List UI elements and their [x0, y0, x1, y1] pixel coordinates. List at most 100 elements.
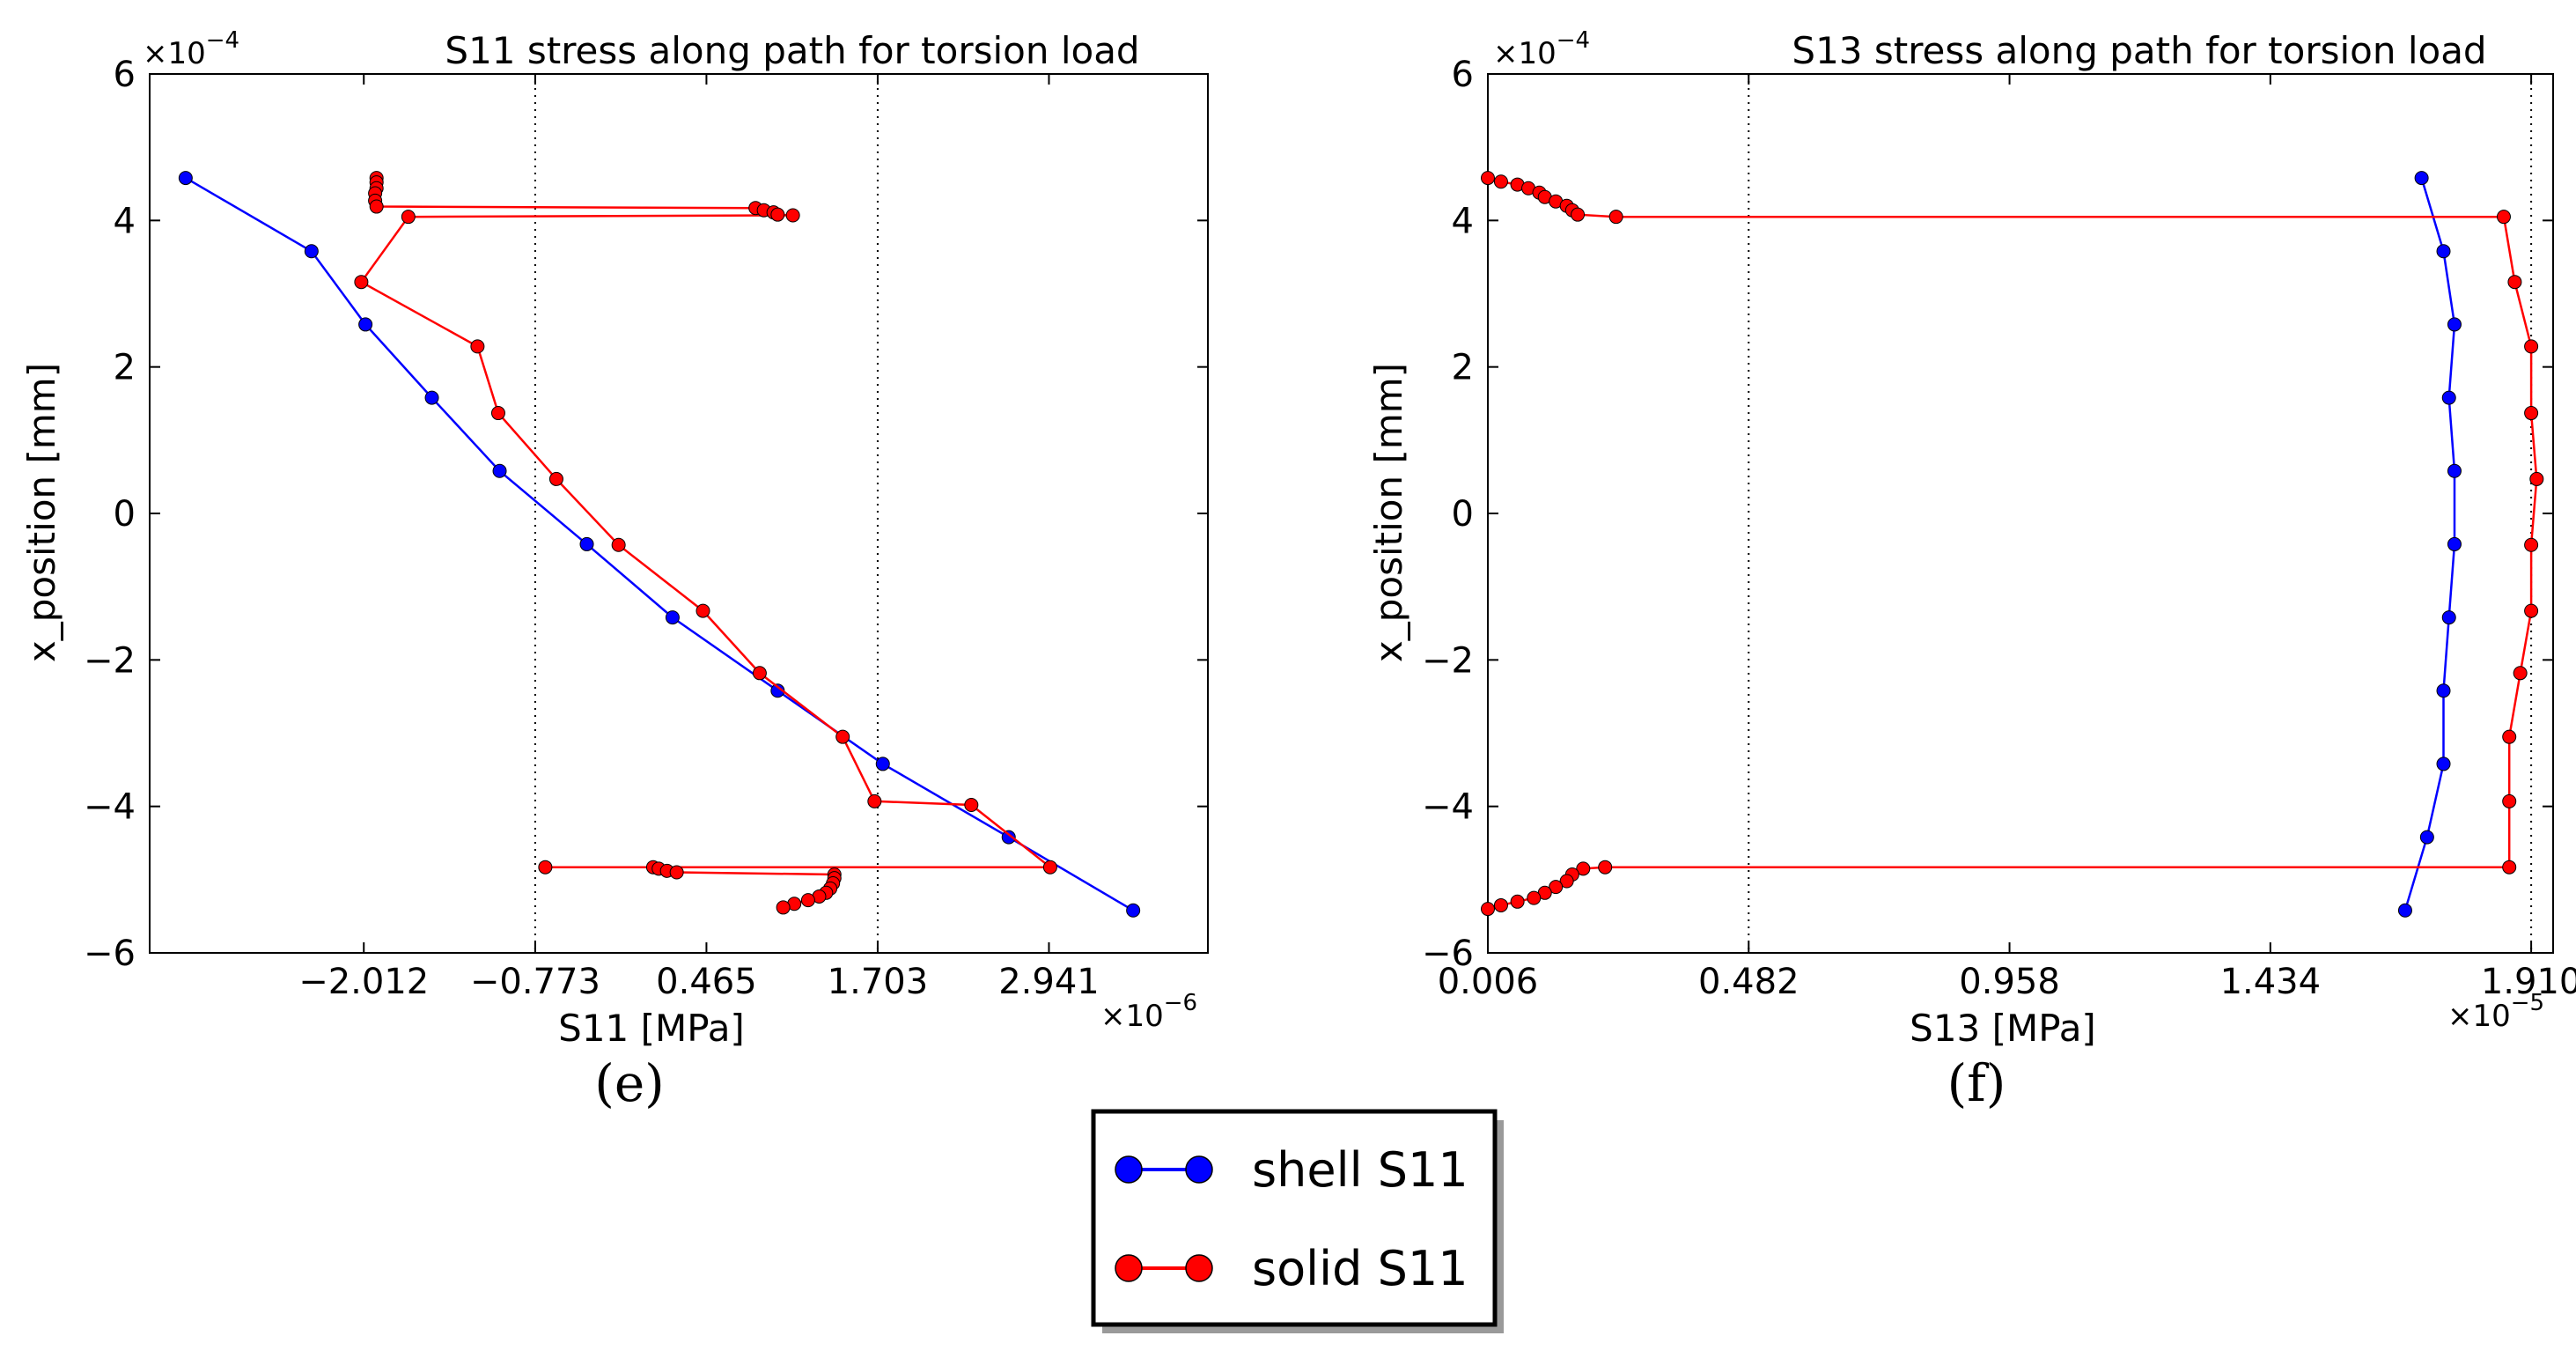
x-tick-label-f: 0.482: [1698, 962, 1800, 1002]
x-tick-label-f: 1.434: [2220, 962, 2322, 1002]
shell-series-e-point: [304, 244, 319, 259]
x-tick-label-f: 0.006: [1438, 962, 1539, 1002]
solid-series-e-point: [964, 798, 979, 813]
x-multiplier-f: ×10−5: [2447, 990, 2544, 1034]
y-tick-label-e: 2: [114, 348, 136, 388]
shell-series-f-point: [2441, 390, 2456, 405]
x-axis-label-e: S11 [MPa]: [558, 1007, 745, 1050]
x-tick-label-e: −2.012: [298, 962, 429, 1002]
plot-frame-e: [149, 73, 1209, 954]
solid-series-e-point: [548, 471, 563, 486]
solid-series-e-point: [752, 666, 767, 681]
x-tick-label-f: 1.910: [2481, 962, 2576, 1002]
solid-series-e-point: [369, 199, 384, 214]
solid-series-e-point: [867, 793, 882, 808]
plot-area-e: −2.012 −0.773 0.465 1.703 2.941 −6 −4 −2 0 2 4 6: [84, 55, 1209, 1002]
shell-series-f-point: [2397, 903, 2412, 918]
solid-series-f-point: [2502, 793, 2517, 808]
shell-series-f-point: [2447, 463, 2462, 478]
shell-series-e-point: [1001, 830, 1016, 845]
solid-series-f-point: [2524, 406, 2539, 421]
panel-label-e: (e): [594, 1053, 665, 1113]
y-tick-label-f: −6: [1422, 934, 1474, 974]
solid-series-f-point: [2502, 860, 2517, 875]
solid-series-f-point: [2524, 339, 2539, 354]
legend-entry-shell: shell S11: [1115, 1142, 1468, 1198]
solid-series-f-point: [1576, 861, 1591, 876]
y-tick-label-f: 2: [1452, 348, 1474, 388]
solid-series-f-point: [1510, 894, 1525, 909]
solid-series-e-point: [470, 339, 485, 354]
chart-title-e: S11 stress along path for torsion load: [445, 29, 1139, 72]
shell-series-e-point: [492, 463, 507, 478]
shell-series-e-point: [178, 171, 193, 186]
solid-series-e-point: [770, 207, 785, 222]
shell-series-e-point: [579, 536, 594, 551]
legend-marker-solid-start: [1115, 1254, 1143, 1282]
shell-series-f-point: [2447, 536, 2462, 551]
y-tick-label-f: −2: [1422, 640, 1474, 681]
y-multiplier-e: ×10−4: [143, 27, 239, 71]
y-tick-label-f: 0: [1452, 494, 1474, 535]
solid-series-f-point: [2529, 471, 2544, 486]
solid-series-f-point: [1481, 171, 1495, 186]
x-multiplier-base-e: ×10: [1100, 999, 1164, 1034]
solid-series-f-point: [1559, 874, 1574, 889]
legend-label-solid: solid S11: [1252, 1241, 1468, 1296]
legend-marker-shell-start: [1115, 1155, 1143, 1184]
shell-series-f-line: [2403, 177, 2456, 911]
solid-series-e-point: [776, 900, 791, 915]
y-multiplier-f: ×10−4: [1493, 27, 1590, 71]
y-tick-label-f: 6: [1452, 55, 1474, 95]
x-tick-label-e: 2.941: [998, 962, 1100, 1002]
chart-panel-f: S13 stress along path for torsion load ×…: [1367, 27, 2576, 1113]
solid-series-f-point: [1481, 902, 1495, 917]
y-axis-label-e: x_position [mm]: [20, 363, 63, 662]
solid-series-f-point: [1549, 880, 1564, 895]
shell-series-f-point: [2441, 610, 2456, 625]
solid-series-f-point: [1571, 207, 1586, 222]
x-tick-label-f: 0.958: [1959, 962, 2060, 1002]
chart-panel-e: S11 stress along path for torsion load ×…: [20, 27, 1209, 1113]
solid-series-e-point: [611, 537, 626, 552]
y-multiplier-base-e: ×10: [143, 36, 206, 71]
legend-entry-solid: solid S11: [1115, 1241, 1468, 1296]
y-tick-label-e: −6: [84, 934, 136, 974]
y-tick-label-f: 4: [1452, 201, 1474, 241]
shell-series-f-point: [2414, 171, 2429, 186]
solid-series-e-point: [538, 860, 553, 875]
panel-label-f: (f): [1947, 1053, 2006, 1113]
y-tick-label-e: −2: [84, 640, 136, 681]
solid-series-f-point: [2524, 537, 2539, 552]
solid-series-f-point: [2502, 729, 2517, 744]
shell-series-e-line: [185, 177, 1134, 911]
x-multiplier-e: ×10−6: [1100, 990, 1197, 1034]
shell-series-f-point: [2436, 683, 2451, 698]
solid-series-f-point: [1493, 174, 1508, 189]
x-multiplier-base-f: ×10: [2447, 999, 2511, 1034]
shell-series-e-point: [1126, 903, 1141, 918]
x-tick-label-e: −0.773: [470, 962, 600, 1002]
solid-series-f-point: [2496, 210, 2511, 225]
solid-series-e-point: [785, 208, 800, 223]
solid-series-e-point: [401, 210, 416, 225]
plot-frame-f: [1487, 73, 2554, 954]
solid-series-e-point: [669, 865, 684, 880]
y-multiplier-exp-f: −4: [1557, 27, 1590, 54]
legend: shell S11 solid S11: [1091, 1109, 1504, 1333]
y-tick-label-e: 4: [114, 201, 136, 241]
solid-series-e-line: [359, 178, 1054, 909]
chart-title-f: S13 stress along path for torsion load: [1792, 29, 2486, 72]
legend-marker-shell-end: [1185, 1155, 1213, 1184]
shell-series-e-point: [358, 317, 373, 332]
solid-series-e-point: [354, 275, 369, 290]
shell-series-f-point: [2436, 756, 2451, 771]
solid-series-e-point: [800, 893, 815, 908]
x-tick-label-e: 1.703: [828, 962, 929, 1002]
y-axis-label-f: x_position [mm]: [1367, 363, 1410, 662]
y-tick-label-e: 6: [114, 55, 136, 95]
plot-area-f: 0.006 0.482 0.958 1.434 1.910 −6 −4 −2 0 2 4 6: [1422, 55, 2576, 1002]
solid-series-f-point: [1598, 860, 1613, 875]
x-multiplier-exp-f: −5: [2511, 990, 2544, 1016]
shell-series-e-point: [424, 390, 439, 405]
